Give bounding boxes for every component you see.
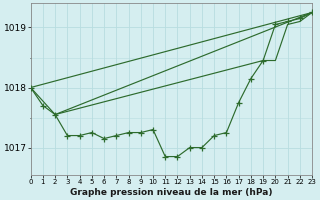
X-axis label: Graphe pression niveau de la mer (hPa): Graphe pression niveau de la mer (hPa) — [70, 188, 273, 197]
